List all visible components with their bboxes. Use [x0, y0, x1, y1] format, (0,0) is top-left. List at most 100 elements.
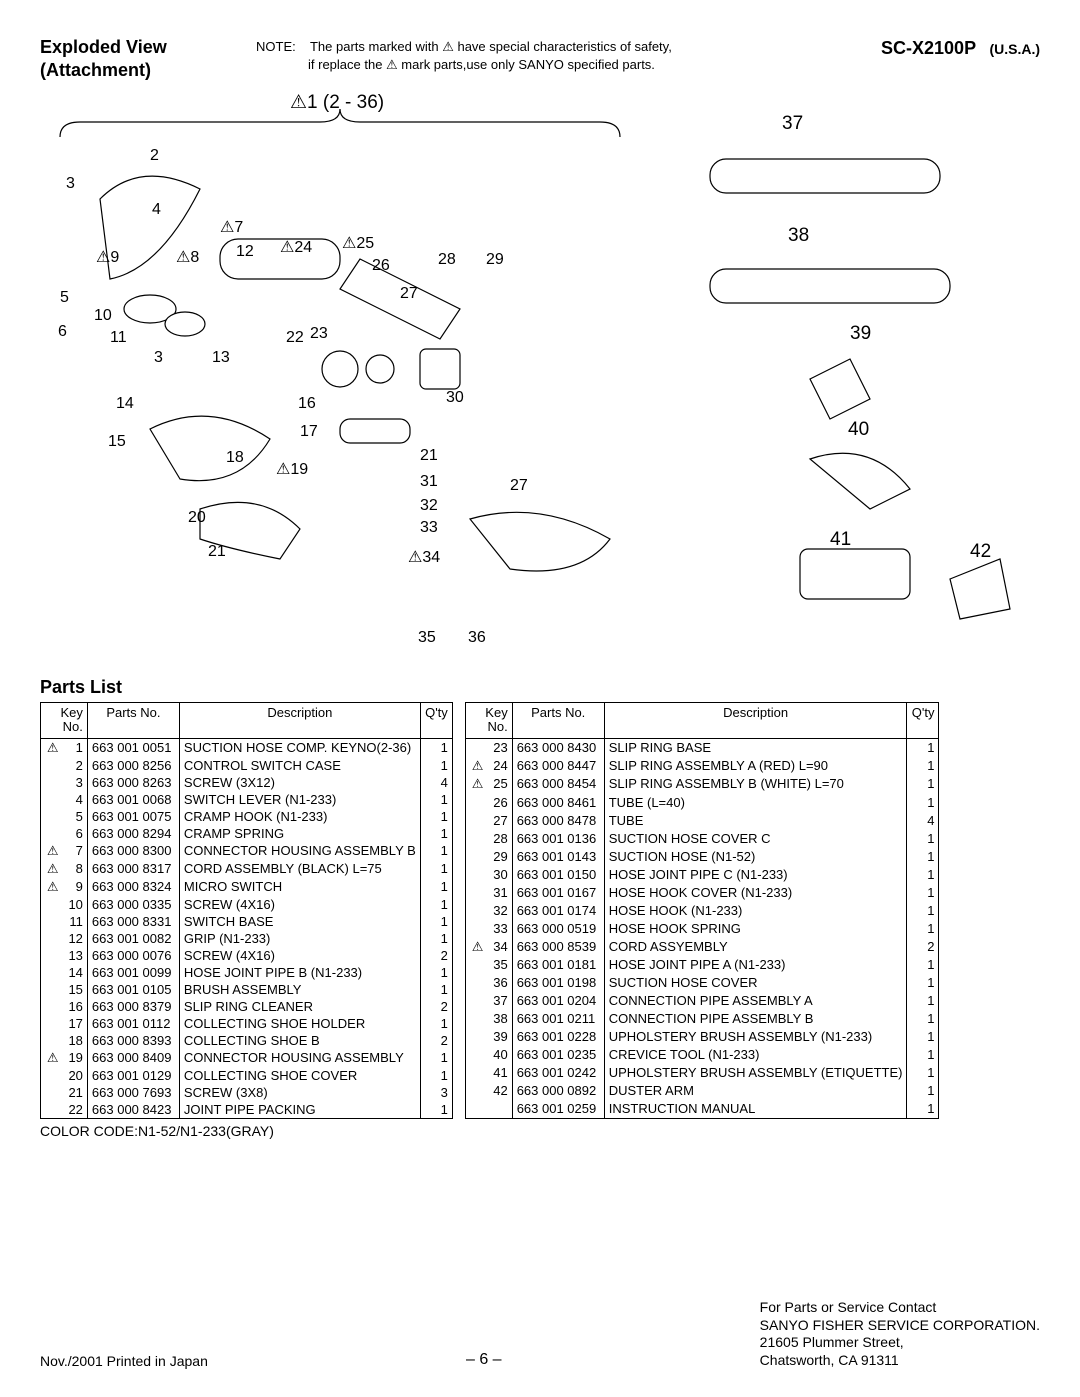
cell-warn	[465, 830, 485, 848]
cell-warn: ⚠	[41, 860, 61, 878]
cell-key: 20	[61, 1067, 88, 1084]
cell-warn	[41, 947, 61, 964]
callout: 37	[782, 113, 803, 135]
callout: ⚠7	[220, 217, 243, 237]
cell-desc: SWITCH BASE	[179, 913, 420, 930]
cell-key: 34	[485, 938, 512, 957]
cell-qty: 4	[907, 812, 939, 830]
th-desc: Description	[179, 703, 420, 739]
cell-qty: 1	[420, 878, 452, 896]
cell-parts: 663 001 0211	[512, 1010, 604, 1028]
cell-desc: SLIP RING BASE	[604, 738, 907, 756]
cell-desc: SUCTION HOSE COVER C	[604, 830, 907, 848]
th-parts: Parts No.	[87, 703, 179, 739]
table-row: 35663 001 0181HOSE JOINT PIPE A (N1-233)…	[465, 956, 939, 974]
cell-key	[485, 1100, 512, 1119]
callout: 13	[212, 349, 230, 367]
cell-qty: 1	[420, 757, 452, 774]
th-key: KeyNo.	[61, 703, 88, 739]
cell-parts: 663 000 8430	[512, 738, 604, 756]
table-row: 17663 001 0112COLLECTING SHOE HOLDER1	[41, 1015, 453, 1032]
cell-qty: 1	[420, 738, 452, 757]
parts-tables: KeyNo. Parts No. Description Q'ty ⚠1663 …	[40, 702, 1040, 1119]
cell-qty: 1	[907, 1046, 939, 1064]
cell-warn	[41, 964, 61, 981]
contact-block: For Parts or Service Contact SANYO FISHE…	[760, 1299, 1040, 1369]
cell-warn	[41, 1101, 61, 1119]
cell-desc: JOINT PIPE PACKING	[179, 1101, 420, 1119]
cell-key: 37	[485, 992, 512, 1010]
cell-key: 4	[61, 791, 88, 808]
cell-desc: SLIP RING ASSEMBLY B (WHITE) L=70	[604, 775, 907, 794]
exploded-view-diagram: ⚠1 (2 - 36) 2	[40, 89, 1040, 671]
contact-l4: Chatsworth, CA 91311	[760, 1352, 1040, 1370]
cell-key: 1	[61, 738, 88, 757]
cell-parts: 663 000 8317	[87, 860, 179, 878]
cell-desc: SUCTION HOSE COVER	[604, 974, 907, 992]
cell-key: 29	[485, 848, 512, 866]
cell-key: 39	[485, 1028, 512, 1046]
callout: 14	[116, 395, 134, 413]
cell-parts: 663 001 0181	[512, 956, 604, 974]
cell-parts: 663 001 0075	[87, 808, 179, 825]
cell-parts: 663 001 0242	[512, 1064, 604, 1082]
table-row: 3663 000 8263SCREW (3X12)4	[41, 774, 453, 791]
cell-warn	[41, 808, 61, 825]
cell-key: 24	[485, 757, 512, 776]
cell-warn	[465, 902, 485, 920]
cell-qty: 1	[907, 775, 939, 794]
cell-qty: 1	[907, 974, 939, 992]
callout: 16	[298, 395, 316, 413]
cell-qty: 2	[420, 1032, 452, 1049]
cell-warn: ⚠	[465, 775, 485, 794]
cell-qty: 1	[420, 896, 452, 913]
cell-warn	[41, 930, 61, 947]
cell-key: 3	[61, 774, 88, 791]
cell-parts: 663 001 0204	[512, 992, 604, 1010]
cell-desc: CONNECTOR HOUSING ASSEMBLY B	[179, 842, 420, 860]
table-row: 13663 000 0076SCREW (4X16)2	[41, 947, 453, 964]
callout: ⚠9	[96, 247, 119, 267]
cell-warn: ⚠	[41, 842, 61, 860]
table-row: 23663 000 8430SLIP RING BASE1	[465, 738, 939, 756]
cell-parts: 663 000 8461	[512, 794, 604, 812]
cell-qty: 1	[420, 913, 452, 930]
cell-key: 9	[61, 878, 88, 896]
callout: ⚠25	[342, 233, 374, 253]
table-row: 26663 000 8461TUBE (L=40)1	[465, 794, 939, 812]
table-row: 38663 001 0211CONNECTION PIPE ASSEMBLY B…	[465, 1010, 939, 1028]
cell-desc: COLLECTING SHOE B	[179, 1032, 420, 1049]
cell-parts: 663 001 0105	[87, 981, 179, 998]
cell-warn	[465, 1046, 485, 1064]
cell-key: 36	[485, 974, 512, 992]
cell-parts: 663 001 0082	[87, 930, 179, 947]
cell-qty: 1	[420, 791, 452, 808]
cell-desc: SCREW (3X12)	[179, 774, 420, 791]
cell-qty: 1	[907, 956, 939, 974]
table-row: 2663 000 8256CONTROL SWITCH CASE1	[41, 757, 453, 774]
cell-key: 40	[485, 1046, 512, 1064]
cell-desc: SUCTION HOSE COMP. KEYNO(2-36)	[179, 738, 420, 757]
cell-warn	[41, 1032, 61, 1049]
callout: 10	[94, 307, 112, 325]
cell-warn	[41, 757, 61, 774]
cell-qty: 1	[907, 738, 939, 756]
title-line-2: (Attachment)	[40, 59, 250, 82]
table-row: ⚠1663 001 0051SUCTION HOSE COMP. KEYNO(2…	[41, 738, 453, 757]
cell-desc: HOSE HOOK SPRING	[604, 920, 907, 938]
note-label: NOTE:	[256, 39, 296, 54]
note-line-2: if replace the ⚠ mark parts,use only SAN…	[256, 56, 840, 74]
table-row: 31663 001 0167HOSE HOOK COVER (N1-233)1	[465, 884, 939, 902]
cell-warn	[465, 794, 485, 812]
cell-desc: COLLECTING SHOE HOLDER	[179, 1015, 420, 1032]
cell-warn	[465, 1010, 485, 1028]
cell-key: 30	[485, 866, 512, 884]
cell-qty: 1	[907, 884, 939, 902]
callout: ⚠19	[276, 459, 308, 479]
cell-qty: 1	[907, 920, 939, 938]
cell-qty: 1	[907, 866, 939, 884]
cell-qty: 1	[420, 1101, 452, 1119]
callout: ⚠34	[408, 547, 440, 567]
callout: 26	[372, 257, 390, 275]
cell-parts: 663 001 0198	[512, 974, 604, 992]
